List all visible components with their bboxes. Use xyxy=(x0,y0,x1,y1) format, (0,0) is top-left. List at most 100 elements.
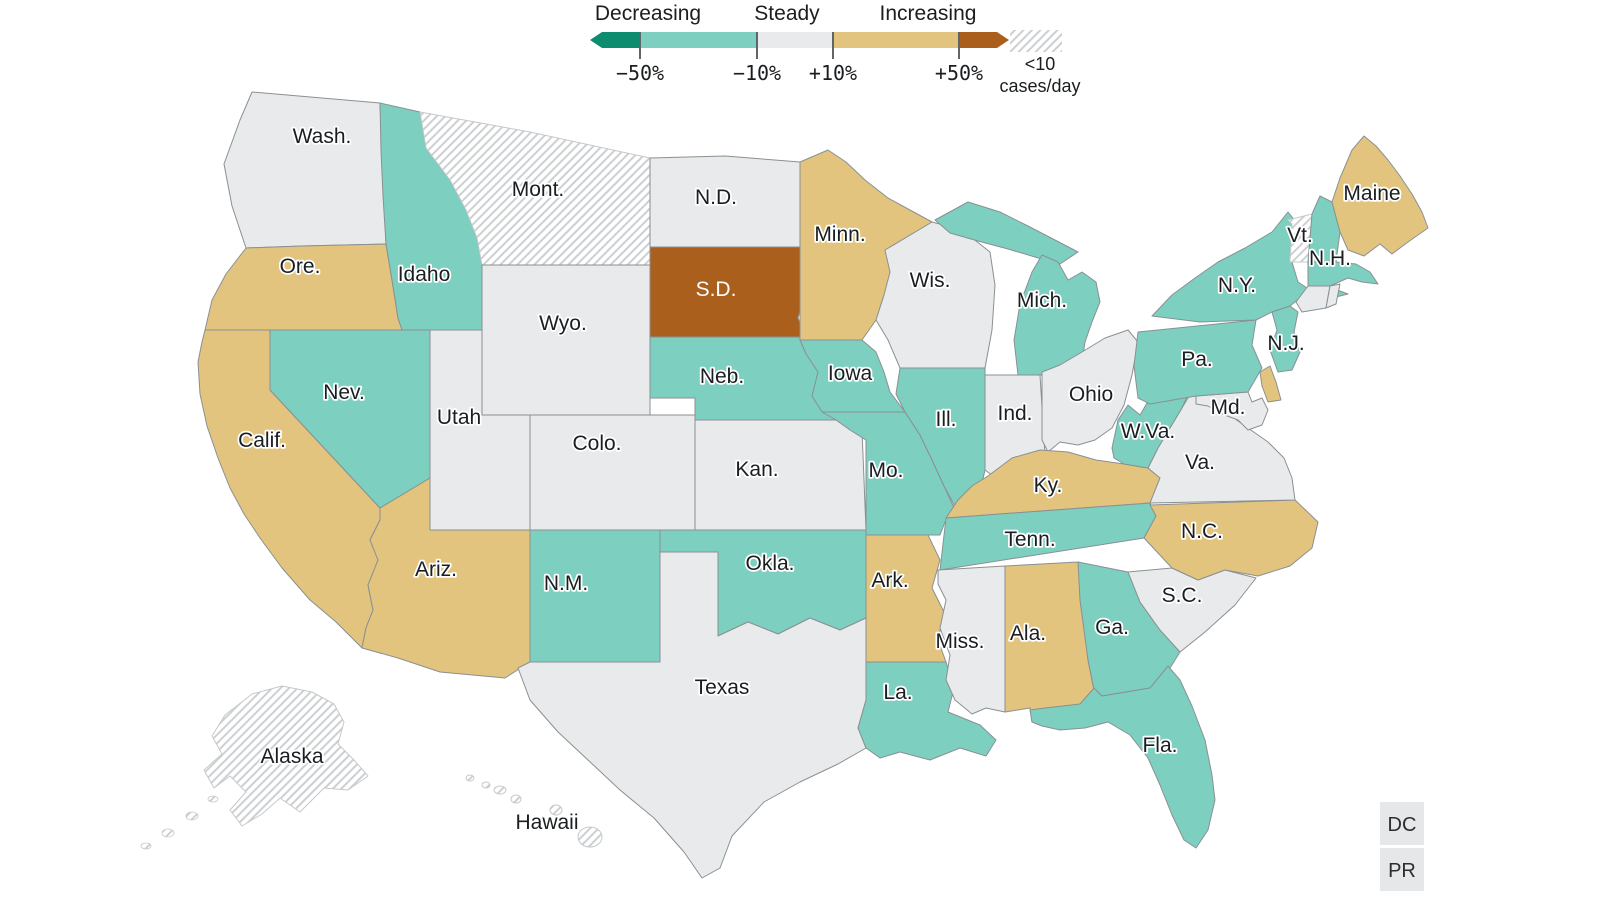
territory-box-pr[interactable] xyxy=(1380,848,1424,891)
legend-category-increasing: Increasing xyxy=(880,2,977,25)
state-del[interactable] xyxy=(1259,365,1282,403)
alaska-aleutian-islet xyxy=(207,795,219,803)
state-label-nj: N.J. xyxy=(1267,332,1304,355)
state-label-neb: Neb. xyxy=(700,365,744,388)
state-fla[interactable] xyxy=(1029,665,1216,849)
state-label-ind: Ind. xyxy=(997,402,1032,425)
state-la[interactable] xyxy=(857,661,997,761)
state-label-la: La. xyxy=(883,681,912,704)
state-conn[interactable] xyxy=(1295,285,1331,313)
state-wyo[interactable] xyxy=(481,264,651,416)
state-label-iowa: Iowa xyxy=(828,362,873,385)
state-hawaii-islet[interactable] xyxy=(549,804,563,816)
state-label-maine: Maine xyxy=(1343,182,1400,205)
alaska-aleutian-islet xyxy=(140,842,152,850)
legend-tick-label-plus50: +50% xyxy=(935,61,983,85)
legend-segment-increasing xyxy=(833,32,959,48)
state-label-ky: Ky. xyxy=(1034,474,1063,497)
map xyxy=(140,91,1429,891)
state-mich[interactable] xyxy=(1013,254,1101,376)
state-label-vt: Vt. xyxy=(1287,224,1313,247)
state-label-okla: Okla. xyxy=(745,552,794,575)
state-label-minn: Minn. xyxy=(814,223,865,246)
legend-hatch-note-line1: <10 xyxy=(1025,54,1056,74)
state-label-tenn: Tenn. xyxy=(1004,528,1055,551)
state-label-md: Md. xyxy=(1210,396,1245,419)
territory-box-dc[interactable] xyxy=(1380,802,1424,845)
state-label-sd: S.D. xyxy=(696,278,737,301)
territory-label-pr: PR xyxy=(1388,860,1416,882)
state-label-ore: Ore. xyxy=(280,255,321,278)
state-label-ark: Ark. xyxy=(871,569,908,592)
legend-tick-label-plus10: +10% xyxy=(809,61,857,85)
state-label-wva: W.Va. xyxy=(1121,420,1175,443)
map-labels: Wash. Ore. Calif. Idaho Nev. Mont. Wyo. … xyxy=(236,123,1417,882)
state-label-nc: N.C. xyxy=(1181,520,1223,543)
state-label-utah: Utah xyxy=(437,406,481,429)
state-label-kan: Kan. xyxy=(735,458,778,481)
state-wash[interactable] xyxy=(223,91,387,249)
state-ohio[interactable] xyxy=(1041,329,1139,453)
state-label-alaska: Alaska xyxy=(260,745,323,768)
state-label-nh: N.H. xyxy=(1309,247,1351,270)
state-label-colo: Colo. xyxy=(572,432,621,455)
state-label-sc: S.C. xyxy=(1162,584,1203,607)
territory-label-dc: DC xyxy=(1388,814,1417,836)
state-md[interactable] xyxy=(1195,391,1269,431)
state-hawaii-islet[interactable] xyxy=(510,794,522,804)
legend-arrow-decreasing xyxy=(590,32,640,48)
legend-hatch-note-line2: cases/day xyxy=(999,76,1080,96)
state-label-mo: Mo. xyxy=(868,459,903,482)
state-alaska[interactable] xyxy=(203,685,369,827)
state-texas[interactable] xyxy=(517,551,867,879)
state-mich-upper[interactable] xyxy=(934,201,1079,265)
legend-segment-decreasing xyxy=(640,32,757,48)
legend-tick-label-minus10: −10% xyxy=(733,61,781,85)
alaska-aleutian-islet xyxy=(185,811,199,821)
state-label-wyo: Wyo. xyxy=(539,312,587,335)
state-label-hawaii: Hawaii xyxy=(515,811,578,834)
legend-arrow-increasing xyxy=(959,32,1009,48)
state-kan[interactable] xyxy=(694,419,867,531)
state-label-mont: Mont. xyxy=(512,178,565,201)
state-label-nd: N.D. xyxy=(695,186,737,209)
state-label-nev: Nev. xyxy=(323,381,365,404)
legend-category-decreasing: Decreasing xyxy=(595,2,701,25)
state-mont[interactable] xyxy=(419,111,651,266)
state-hawaii[interactable] xyxy=(577,826,603,848)
state-pa[interactable] xyxy=(1133,319,1263,405)
state-vt[interactable] xyxy=(1287,213,1313,263)
alaska-aleutian-islet xyxy=(161,828,175,838)
state-label-nm: N.M. xyxy=(544,572,588,595)
state-label-idaho: Idaho xyxy=(398,263,451,286)
state-label-wis: Wis. xyxy=(910,269,951,292)
state-nj[interactable] xyxy=(1269,305,1301,373)
state-maine[interactable] xyxy=(1331,135,1429,257)
state-nc[interactable] xyxy=(1143,499,1319,581)
state-label-texas: Texas xyxy=(695,676,750,699)
state-ri[interactable] xyxy=(1325,283,1341,309)
state-label-ohio: Ohio xyxy=(1069,383,1113,406)
state-label-ala: Ala. xyxy=(1010,622,1046,645)
state-hawaii-islet[interactable] xyxy=(481,781,491,789)
state-label-ariz: Ariz. xyxy=(415,558,457,581)
state-nm[interactable] xyxy=(529,529,661,663)
legend-segment-steady xyxy=(757,32,833,48)
state-label-va: Va. xyxy=(1185,451,1215,474)
state-ark[interactable] xyxy=(865,534,947,663)
state-label-calif: Calif. xyxy=(238,429,286,452)
state-label-ga: Ga. xyxy=(1095,616,1129,639)
state-label-mich: Mich. xyxy=(1017,289,1067,312)
state-label-miss: Miss. xyxy=(936,630,985,653)
state-hawaii-islet[interactable] xyxy=(493,785,507,795)
legend-hatch-swatch xyxy=(1010,30,1062,52)
legend-category-steady: Steady xyxy=(754,2,820,25)
state-label-ny: N.Y. xyxy=(1218,274,1256,297)
legend: Decreasing Steady Increasing −50% −10% +… xyxy=(590,2,1081,96)
legend-tick-label-minus50: −50% xyxy=(616,61,664,85)
state-hawaii-islet[interactable] xyxy=(465,774,475,782)
state-label-pa: Pa. xyxy=(1181,348,1213,371)
state-label-wash: Wash. xyxy=(293,125,352,148)
state-label-fla: Fla. xyxy=(1142,734,1177,757)
